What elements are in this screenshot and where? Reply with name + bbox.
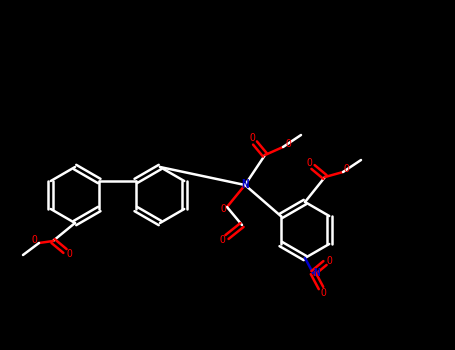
Text: N: N [241, 178, 249, 191]
Text: O: O [31, 235, 37, 245]
Text: O: O [326, 256, 332, 266]
Text: O: O [343, 164, 349, 174]
Text: O: O [306, 158, 312, 168]
Text: O: O [66, 249, 72, 259]
Text: N: N [313, 268, 320, 278]
Text: O: O [220, 204, 226, 214]
Text: O: O [285, 139, 291, 149]
Text: O: O [249, 133, 255, 143]
Text: O: O [320, 288, 326, 298]
Text: O: O [219, 235, 225, 245]
